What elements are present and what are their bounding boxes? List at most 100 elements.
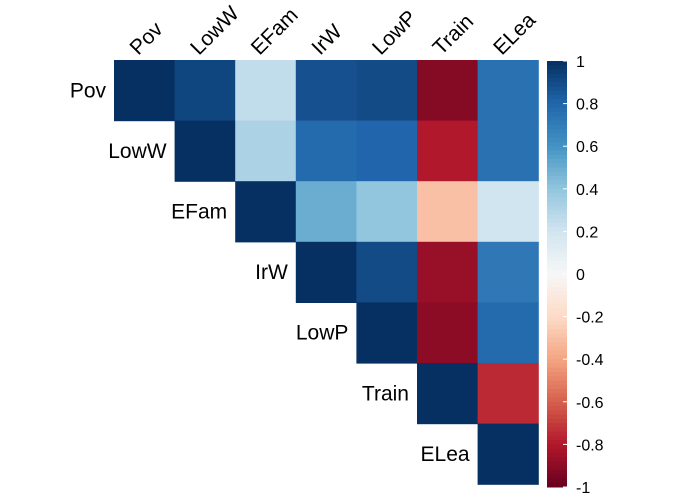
heatmap-cell-efam-lowp: [356, 181, 418, 243]
colorbar-segment: [547, 474, 567, 479]
colorbar-segment: [547, 337, 567, 343]
colorbar-tick-label: 0.8: [576, 97, 598, 114]
row-label-elea: ELea: [421, 443, 470, 466]
heatmap-cell-efam-train: [417, 181, 479, 243]
colorbar-segment: [547, 193, 567, 198]
column-label-loww: LowW: [186, 2, 244, 60]
heatmap-cell-pov-irw: [295, 60, 357, 122]
colorbar-segment: [547, 299, 567, 305]
colorbar-segment: [547, 248, 567, 254]
heatmap-cell-loww-loww: [174, 120, 236, 182]
colorbar-segment: [547, 103, 567, 109]
colorbar-segment: [547, 61, 567, 66]
colorbar-segment: [547, 359, 567, 364]
colorbar-segment: [547, 235, 567, 241]
colorbar-segment: [547, 431, 567, 437]
column-label-elea: ELea: [489, 8, 540, 59]
colorbar-segment: [547, 401, 567, 407]
colorbar-segment: [547, 397, 567, 403]
colorbar-segment: [547, 376, 567, 381]
colorbar-segment: [547, 205, 567, 211]
colorbar-segment: [547, 184, 567, 190]
colorbar-segment: [547, 112, 567, 117]
row-label-pov: Pov: [70, 79, 107, 102]
heatmap-cell-lowp-train: [417, 302, 479, 364]
row-label-train: Train: [362, 382, 409, 405]
colorbar-segment: [547, 461, 567, 467]
colorbar-segment: [547, 218, 567, 224]
heatmap-cell-efam-elea: [477, 181, 539, 243]
colorbar-segment: [547, 116, 567, 122]
heatmap-cell-efam-efam: [235, 181, 297, 243]
colorbar-segment: [547, 227, 567, 232]
colorbar-segment: [547, 82, 567, 88]
colorbar-segment: [547, 448, 567, 454]
heatmap-cell-loww-elea: [477, 120, 539, 182]
colorbar-segment: [547, 350, 567, 356]
colorbar-segment: [547, 99, 567, 105]
heatmap-cell-pov-train: [417, 60, 479, 122]
colorbar-segment: [547, 180, 567, 186]
heatmap-cell-pov-efam: [235, 60, 297, 122]
colorbar-segment: [547, 158, 567, 164]
colorbar-segment: [547, 107, 567, 113]
colorbar-segment: [547, 325, 567, 330]
colorbar-tick-label: -1: [576, 480, 590, 497]
row-label-loww: LowW: [108, 140, 167, 163]
colorbar-tick-label: -0.8: [576, 437, 604, 454]
colorbar-segment: [547, 414, 567, 420]
column-label-pov: Pov: [126, 17, 168, 59]
colorbar-segment: [547, 308, 567, 313]
colorbar-segment: [547, 278, 567, 284]
colorbar-segment: [547, 201, 567, 207]
colorbar-segment: [547, 435, 567, 441]
colorbar-tick-label: 0.4: [576, 182, 598, 199]
row-label-efam: EFam: [171, 201, 227, 224]
heatmap-cell-irw-lowp: [356, 241, 418, 303]
colorbar-segment: [547, 129, 567, 134]
colorbar-segment: [547, 282, 567, 288]
colorbar-segment: [547, 176, 567, 181]
colorbar-segment: [547, 482, 567, 488]
colorbar-segment: [547, 124, 567, 130]
colorbar-segment: [547, 120, 567, 126]
colorbar-segment: [547, 329, 567, 335]
colorbar-segment: [547, 197, 567, 203]
colorbar-segment: [547, 316, 567, 322]
colorbar-segment: [547, 65, 567, 71]
heatmap-cell-pov-lowp: [356, 60, 418, 122]
column-label-lowp: LowP: [368, 6, 421, 59]
heatmap-cell-train-elea: [477, 363, 539, 425]
colorbar-segment: [547, 90, 567, 96]
row-labels: Pov LowW EFam IrW LowP Train ELea: [70, 79, 470, 466]
colorbar-segment: [547, 367, 567, 373]
colorbar-segment: [547, 244, 567, 249]
colorbar-segment: [547, 214, 567, 220]
colorbar-segment: [547, 222, 567, 228]
colorbar-segment: [547, 444, 567, 450]
colorbar-segment: [547, 269, 567, 275]
colorbar-segment: [547, 418, 567, 424]
heatmap-cell-pov-elea: [477, 60, 539, 122]
colorbar-tick-label: 0: [576, 267, 585, 284]
colorbar-segment: [547, 469, 567, 475]
colorbar-segment: [547, 231, 567, 237]
heatmap-cell-pov-loww: [174, 60, 236, 122]
colorbar-segment: [547, 146, 567, 151]
colorbar-segment: [547, 239, 567, 245]
colorbar-segment: [547, 291, 567, 296]
colorbar-segment: [547, 256, 567, 262]
colorbar-segment: [547, 167, 567, 173]
heatmap-cell-elea-elea: [477, 423, 539, 485]
heatmap-cell-lowp-lowp: [356, 302, 418, 364]
colorbar-tick-label: 0.2: [576, 224, 598, 241]
colorbar-segment: [547, 141, 567, 147]
colorbar-segment: [547, 320, 567, 326]
heatmap-cell-loww-train: [417, 120, 479, 182]
heatmap-cell-irw-irw: [295, 241, 357, 303]
heatmap-cells: [114, 60, 539, 485]
colorbar-segment: [547, 303, 567, 309]
colorbar-segment: [547, 286, 567, 292]
colorbar-segment: [547, 384, 567, 390]
